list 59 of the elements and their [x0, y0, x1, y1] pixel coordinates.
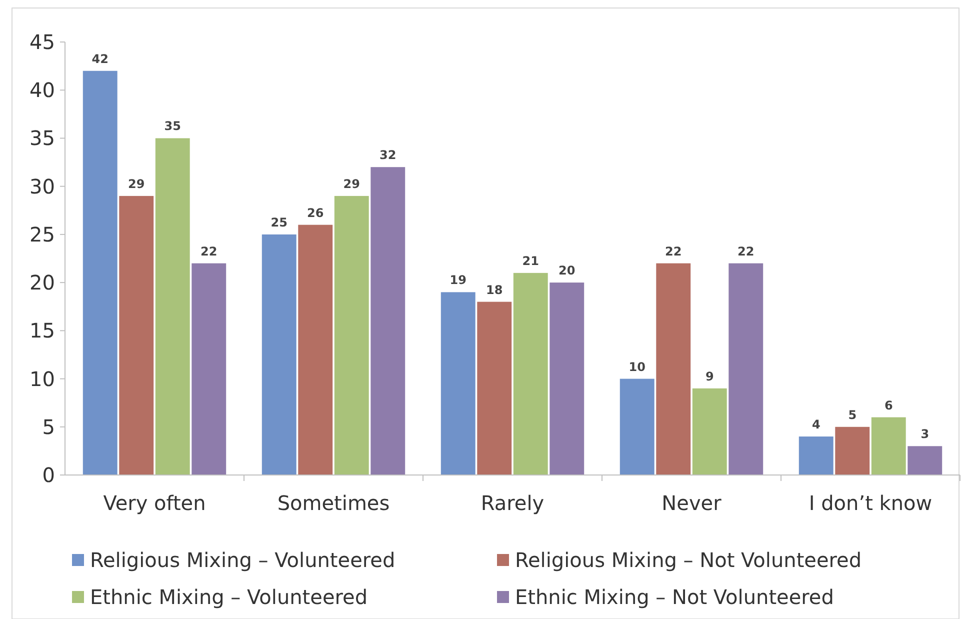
- bar: [798, 436, 834, 475]
- bar: [550, 282, 584, 475]
- x-tick-label: Very often: [103, 491, 206, 515]
- data-label: 29: [128, 176, 145, 191]
- data-label: 4: [812, 418, 820, 432]
- data-label: 6: [884, 398, 893, 412]
- data-label: 35: [164, 119, 181, 134]
- bar: [513, 272, 548, 475]
- legend-label: Religious Mixing – Not Volunteered: [515, 548, 862, 572]
- legend-label: Ethnic Mixing – Not Volunteered: [515, 585, 834, 609]
- bar: [82, 70, 118, 475]
- y-tick-label: 40: [30, 78, 55, 102]
- data-label: 22: [738, 244, 754, 258]
- bar: [620, 378, 654, 475]
- bar: [370, 167, 406, 475]
- y-tick-label: 15: [30, 318, 55, 343]
- bar: [298, 224, 333, 475]
- bar: [728, 263, 764, 475]
- data-label: 21: [522, 254, 539, 268]
- bar: [119, 196, 154, 475]
- bar: [262, 234, 296, 475]
- y-tick-label: 5: [42, 414, 55, 439]
- y-tick-label: 0: [42, 463, 55, 487]
- bar: [155, 138, 190, 475]
- bar: [692, 388, 727, 475]
- data-label: 26: [307, 206, 324, 220]
- y-tick-label: 25: [30, 222, 55, 246]
- x-tick-label: Sometimes: [277, 491, 390, 515]
- bar: [656, 263, 691, 475]
- data-label: 10: [628, 360, 646, 374]
- x-tick-label: Rarely: [480, 491, 544, 515]
- data-label: 5: [848, 408, 857, 422]
- y-tick-label: 30: [30, 174, 55, 198]
- bar: [334, 196, 369, 475]
- bar: [908, 446, 942, 475]
- data-label: 3: [920, 427, 930, 442]
- bar: [477, 302, 512, 475]
- bar: [871, 417, 906, 475]
- bar: [835, 426, 870, 475]
- y-tick-label: 10: [30, 366, 55, 391]
- y-tick-label: 20: [30, 270, 55, 295]
- data-label: 29: [343, 176, 360, 191]
- data-label: 18: [486, 282, 503, 297]
- data-label: 22: [200, 244, 218, 258]
- bar: [192, 263, 226, 475]
- y-tick-label: 45: [30, 30, 55, 54]
- data-label: 22: [665, 244, 682, 258]
- data-label: 19: [450, 273, 466, 288]
- x-tick-label: Never: [662, 491, 722, 515]
- bar: [440, 292, 476, 475]
- data-label: 20: [558, 264, 576, 278]
- x-tick-label: I don’t know: [808, 491, 932, 515]
- y-tick-label: 35: [30, 126, 55, 150]
- legend-label: Religious Mixing – Volunteered: [90, 548, 396, 572]
- data-label: 9: [705, 369, 714, 384]
- data-label: 32: [380, 148, 396, 162]
- data-label: 25: [270, 215, 288, 230]
- data-label: 42: [92, 52, 108, 66]
- legend-label: Ethnic Mixing – Volunteered: [90, 585, 368, 609]
